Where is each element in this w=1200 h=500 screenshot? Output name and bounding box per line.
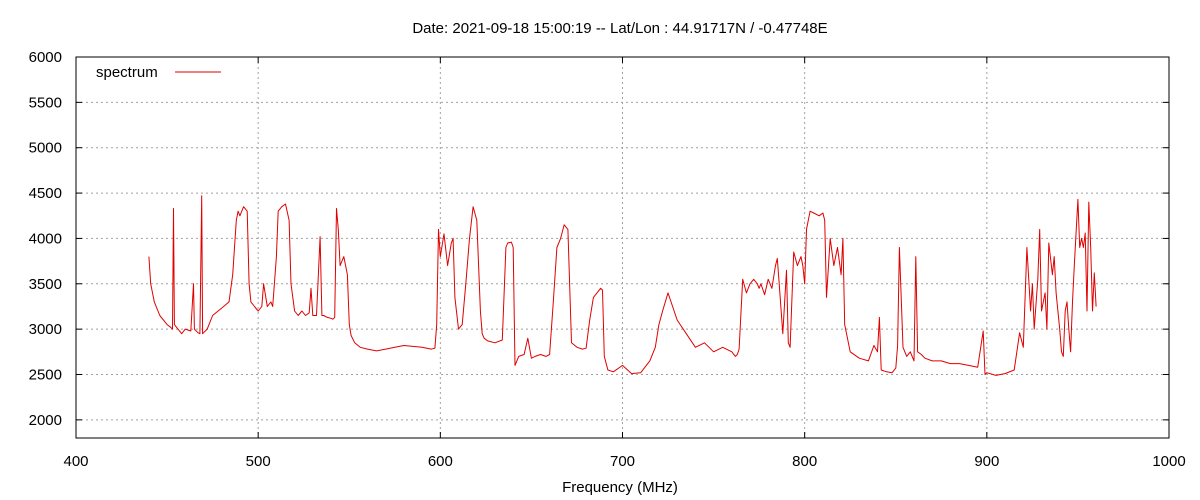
chart-title: Date: 2021-09-18 15:00:19 -- Lat/Lon : 4… (412, 20, 827, 37)
y-tick-label: 3500 (29, 276, 62, 293)
y-tick-label: 4000 (29, 230, 62, 247)
y-tick-label: 5500 (29, 94, 62, 111)
legend: spectrum (96, 64, 221, 81)
y-tick-label: 4500 (29, 185, 62, 202)
x-tick-label: 600 (428, 453, 453, 470)
x-tick-label: 500 (246, 453, 271, 470)
x-axis-label: Frequency (MHz) (562, 479, 678, 496)
x-tick-label: 1000 (1152, 453, 1185, 470)
x-tick-label: 700 (610, 453, 635, 470)
x-axis-tick-labels: 400 500 600 700 800 900 1000 (63, 453, 1185, 470)
legend-label-spectrum: spectrum (96, 64, 158, 81)
x-tick-label: 900 (974, 453, 999, 470)
series-layer (148, 195, 1097, 376)
y-tick-label: 5000 (29, 140, 62, 157)
x-tick-label: 800 (792, 453, 817, 470)
y-tick-label: 2000 (29, 412, 62, 429)
grid (76, 57, 1169, 438)
x-tick-label: 400 (63, 453, 88, 470)
series-line-spectrum (148, 195, 1097, 376)
y-tick-label: 2500 (29, 367, 62, 384)
y-axis-tick-labels: 2000 2500 3000 3500 4000 4500 5000 5500 6000 (29, 49, 62, 429)
y-tick-label: 6000 (29, 49, 62, 66)
y-tick-label: 3000 (29, 321, 62, 338)
tick-marks (75, 56, 1170, 438)
